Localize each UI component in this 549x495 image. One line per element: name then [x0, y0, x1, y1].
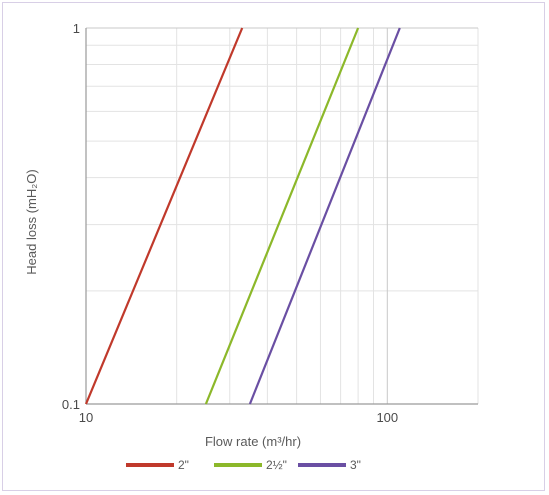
legend-label-1: 2"	[178, 458, 189, 472]
x-axis-label: Flow rate (m³/hr)	[205, 434, 301, 449]
series-lines	[84, 27, 401, 405]
series-line-1	[84, 27, 244, 405]
chart-axes	[85, 28, 478, 405]
y-tick-label: 0.1	[62, 397, 80, 412]
minor-gridlines	[86, 28, 479, 404]
y-axis-label: Head loss (mH₂O)	[24, 169, 39, 274]
series-line-2	[204, 27, 360, 405]
series-line-3	[248, 27, 401, 405]
legend-label-2: 2½"	[266, 458, 287, 472]
x-tick-label: 100	[376, 410, 398, 425]
y-tick-label: 1	[73, 21, 80, 36]
tick-labels: 10 100 0.1 1	[62, 21, 398, 425]
x-tick-label: 10	[79, 410, 93, 425]
legend: 2" 2½" 3"	[126, 458, 361, 472]
legend-label-3: 3"	[350, 458, 361, 472]
chart-frame	[2, 2, 545, 491]
